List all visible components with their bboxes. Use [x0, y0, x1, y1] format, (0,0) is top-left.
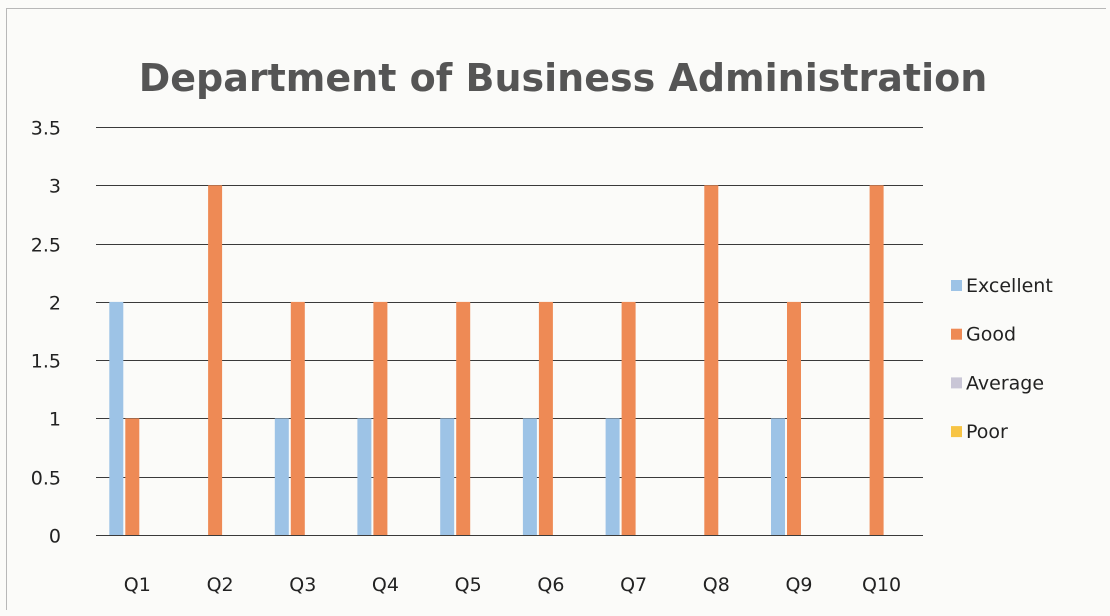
x-tick-label: Q3: [289, 574, 316, 596]
y-tick-label: 1: [49, 409, 61, 431]
x-axis-ticks: Q1 Q2 Q3 Q4 Q5 Q6 Q7 Q8 Q9 Q10: [124, 574, 901, 596]
chart-canvas: Department of Business Administration 00…: [31, 56, 1053, 596]
y-tick-label: 3.5: [31, 118, 61, 140]
legend-swatch-poor: [951, 426, 962, 438]
bars: [109, 185, 884, 536]
legend-label-excellent: Excellent: [966, 275, 1053, 297]
x-tick-label: Q8: [703, 574, 730, 596]
bar-good-q8: [704, 185, 719, 536]
bar-good-q7: [621, 301, 636, 535]
bar-good-q9: [787, 301, 801, 535]
legend-swatch-average: [951, 377, 962, 389]
x-tick-label: Q1: [124, 574, 151, 596]
legend-swatch-excellent: [951, 280, 962, 291]
bar-excellent-q6: [522, 418, 537, 535]
y-tick-label: 3: [49, 176, 61, 198]
y-tick-label: 2: [49, 293, 61, 315]
x-tick-label: Q6: [537, 574, 564, 596]
y-tick-label: 0.5: [31, 468, 61, 490]
bar-excellent-q9: [771, 418, 785, 535]
y-tick-label: 2.5: [31, 235, 61, 257]
gridlines: [96, 127, 923, 536]
legend: Excellent Good Average Poor: [951, 275, 1053, 443]
x-tick-label: Q9: [785, 574, 812, 596]
chart-title: Department of Business Administration: [139, 56, 988, 100]
x-tick-label: Q4: [372, 574, 399, 596]
y-tick-label: 0: [49, 526, 61, 548]
y-tick-label: 1.5: [31, 351, 61, 373]
x-tick-label: Q7: [620, 574, 647, 596]
x-tick-label: Q10: [862, 574, 901, 596]
bar-good-q6: [538, 301, 553, 535]
legend-swatch-good: [951, 328, 962, 340]
x-tick-label: Q2: [207, 574, 234, 596]
bar-good-q4: [373, 301, 388, 535]
bar-excellent-q4: [357, 418, 372, 535]
y-axis-ticks: 0 0.5 1 1.5 2 2.5 3 3.5: [31, 118, 61, 548]
bar-excellent-q5: [440, 418, 455, 535]
legend-label-poor: Poor: [966, 421, 1008, 443]
bar-good-q5: [456, 301, 471, 535]
x-tick-label: Q5: [455, 574, 482, 596]
bar-good-q3: [290, 301, 305, 535]
bar-good-q1: [125, 418, 140, 535]
bar-excellent-q1: [109, 301, 124, 535]
bar-good-q10: [869, 185, 884, 536]
legend-label-good: Good: [966, 324, 1016, 346]
legend-label-average: Average: [966, 372, 1044, 394]
bar-excellent-q3: [274, 418, 289, 535]
bar-good-q2: [208, 185, 223, 536]
bar-excellent-q7: [605, 418, 620, 535]
